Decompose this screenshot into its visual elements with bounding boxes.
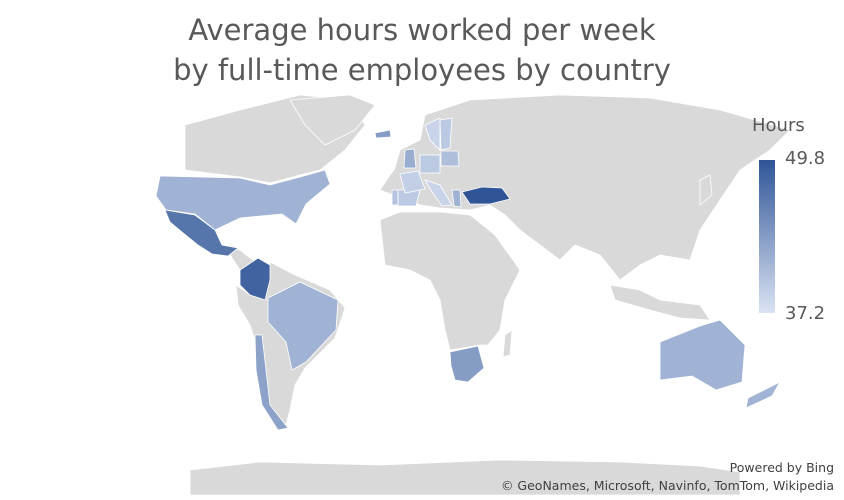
map-sources-credit: © GeoNames, Microsoft, Navinfo, TomTom, … (500, 478, 834, 493)
country-australia (659, 319, 746, 391)
country-norway (424, 117, 441, 151)
country-turkey (461, 186, 511, 205)
country-united-kingdom (403, 148, 417, 169)
country-poland (440, 150, 460, 167)
country-sweden (439, 117, 453, 151)
country-brazil (267, 281, 339, 371)
land-se-asia-islands (609, 284, 711, 321)
country-united-states (155, 169, 331, 231)
country-italy (424, 179, 453, 207)
powered-by-credit: Powered by Bing (729, 460, 834, 475)
land-antarctica (189, 459, 741, 496)
land-greenland (289, 94, 376, 146)
land-japan (699, 174, 713, 206)
legend-max-label: 49.8 (785, 148, 826, 169)
country-iceland (374, 129, 392, 139)
country-chile (254, 334, 289, 431)
country-colombia (239, 257, 271, 301)
country-germany (419, 154, 441, 174)
country-portugal (391, 189, 399, 206)
chart-title: Average hours worked per week by full-ti… (0, 10, 844, 90)
legend-color-scale (759, 160, 775, 313)
legend-min-label: 37.2 (785, 303, 826, 324)
country-south-africa (449, 345, 485, 383)
land-africa (379, 211, 521, 351)
land-madagascar (502, 329, 513, 358)
country-france (399, 170, 426, 194)
chart-title-line-2: by full-time employees by country (173, 53, 671, 87)
land-eurasia (379, 94, 791, 281)
country-greece (451, 189, 462, 208)
chart-title-line-1: Average hours worked per week (188, 13, 656, 47)
legend-title: Hours (752, 115, 805, 136)
country-new-zealand (745, 381, 782, 409)
